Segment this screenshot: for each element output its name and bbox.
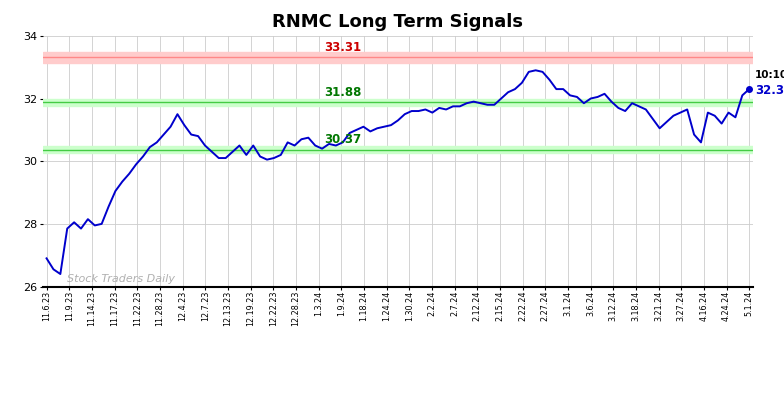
Text: 33.31: 33.31 — [325, 41, 361, 54]
Text: 31.88: 31.88 — [324, 86, 361, 99]
Text: 32.3: 32.3 — [755, 84, 784, 97]
Bar — [43, 98, 753, 106]
Text: 30.37: 30.37 — [325, 133, 361, 146]
Bar — [43, 146, 753, 153]
Title: RNMC Long Term Signals: RNMC Long Term Signals — [272, 14, 524, 31]
Bar — [43, 52, 753, 63]
Text: 10:10: 10:10 — [755, 70, 784, 80]
Text: Stock Traders Daily: Stock Traders Daily — [67, 274, 176, 284]
